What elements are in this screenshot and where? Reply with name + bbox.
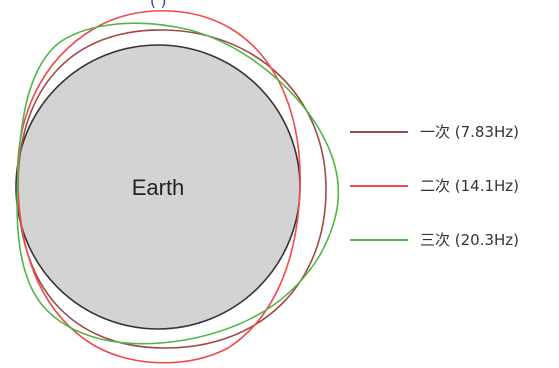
mode-2-curve	[16, 10, 301, 364]
earth-label: Earth	[132, 175, 185, 200]
header-partial-text: ( )	[150, 0, 166, 10]
legend-label-mode-2: 二次 (14.1Hz)	[420, 177, 519, 195]
legend: 一次 (7.83Hz) 二次 (14.1Hz) 三次 (20.3Hz)	[350, 123, 519, 249]
mode-3-curve	[16, 22, 340, 345]
legend-label-mode-3: 三次 (20.3Hz)	[420, 231, 519, 249]
mode-1-curve	[17, 29, 327, 349]
legend-label-mode-1: 一次 (7.83Hz)	[420, 123, 519, 141]
